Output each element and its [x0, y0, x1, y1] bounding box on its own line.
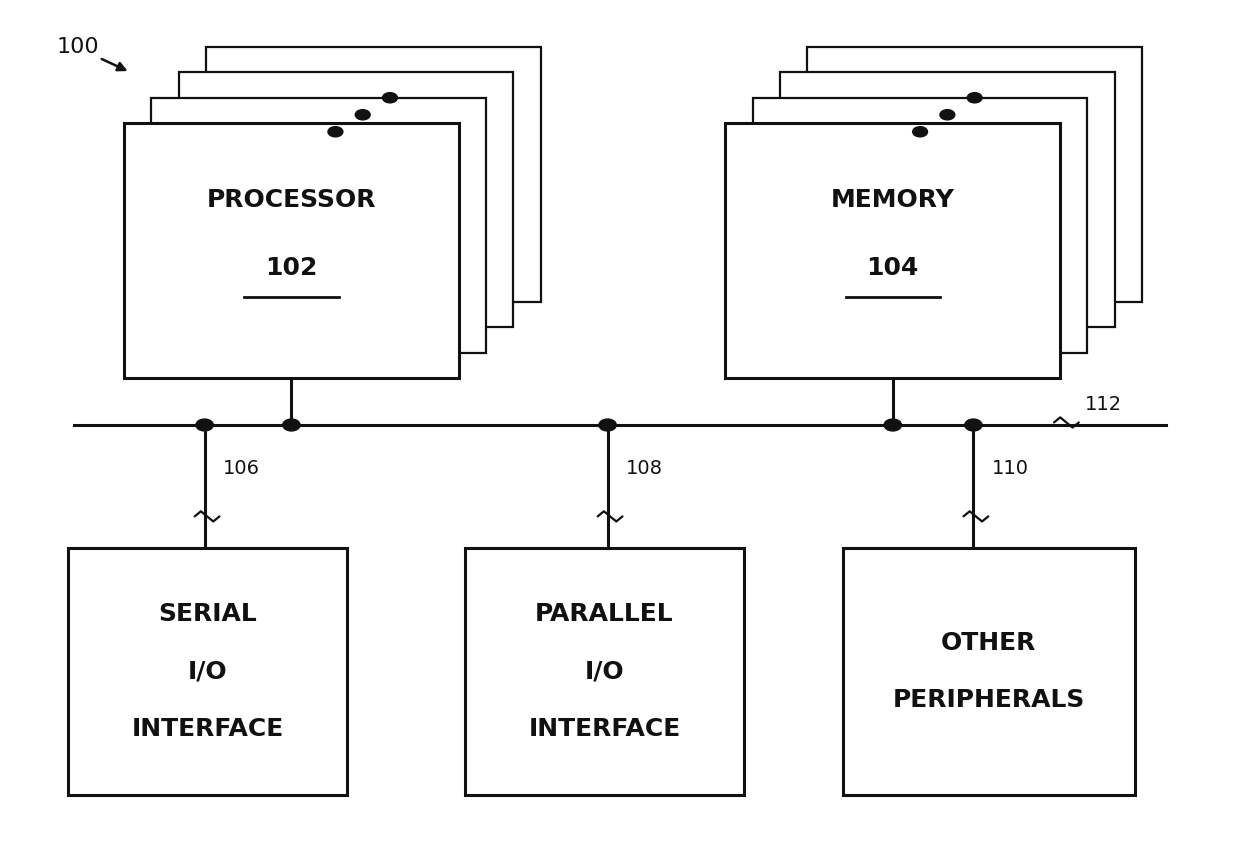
Circle shape [940, 110, 955, 120]
Bar [68, 548, 347, 795]
Text: 106: 106 [223, 459, 260, 478]
Text: 110: 110 [992, 459, 1029, 478]
Text: 112: 112 [1085, 395, 1122, 414]
Bar [725, 123, 1060, 378]
Bar [206, 47, 541, 302]
Text: 102: 102 [265, 256, 317, 280]
Text: 108: 108 [626, 459, 663, 478]
Bar [151, 98, 486, 353]
Text: SERIAL: SERIAL [159, 602, 257, 626]
Text: 100: 100 [57, 37, 99, 57]
Text: OTHER: OTHER [941, 631, 1037, 655]
Bar [179, 72, 513, 327]
Circle shape [283, 419, 300, 431]
Circle shape [913, 127, 928, 137]
Bar [843, 548, 1135, 795]
Text: MEMORY: MEMORY [831, 188, 955, 212]
Circle shape [355, 110, 370, 120]
Text: 104: 104 [867, 256, 919, 280]
Text: PARALLEL: PARALLEL [536, 602, 673, 626]
Text: INTERFACE: INTERFACE [528, 717, 681, 741]
Text: INTERFACE: INTERFACE [131, 717, 284, 741]
Bar [807, 47, 1142, 302]
Text: I/O: I/O [188, 660, 227, 683]
Circle shape [884, 419, 901, 431]
Circle shape [599, 419, 616, 431]
Bar [753, 98, 1087, 353]
Circle shape [967, 93, 982, 103]
Circle shape [196, 419, 213, 431]
Circle shape [965, 419, 982, 431]
Circle shape [327, 127, 342, 137]
Text: PROCESSOR: PROCESSOR [207, 188, 376, 212]
Circle shape [382, 93, 397, 103]
Bar [124, 123, 459, 378]
Bar [465, 548, 744, 795]
Bar [780, 72, 1115, 327]
Text: PERIPHERALS: PERIPHERALS [893, 688, 1085, 712]
Text: I/O: I/O [585, 660, 624, 683]
